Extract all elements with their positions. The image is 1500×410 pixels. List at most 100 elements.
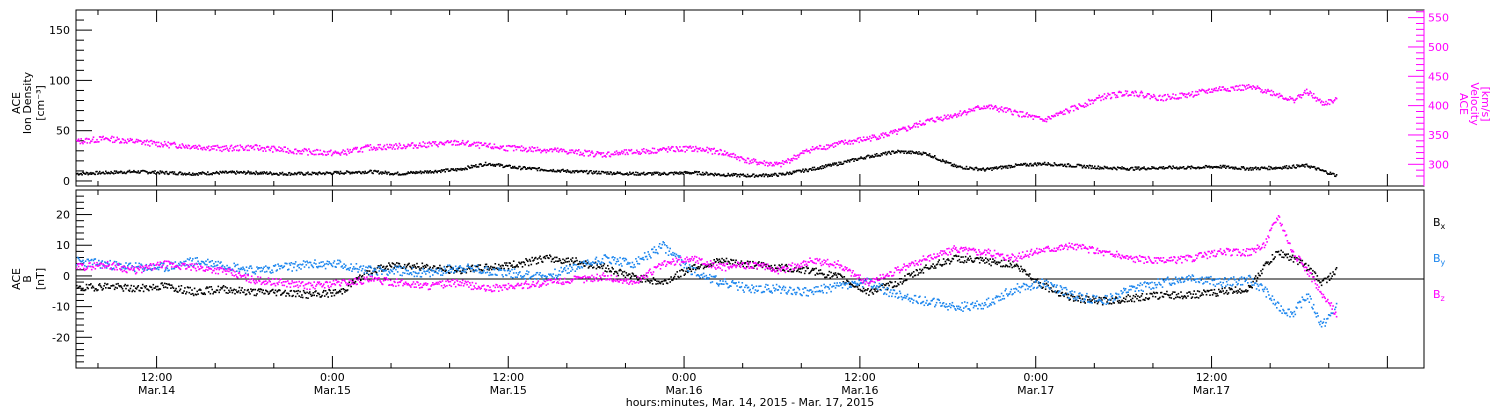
- density-point: [825, 165, 828, 168]
- velocity-point: [650, 152, 652, 155]
- velocity-point: [695, 147, 698, 150]
- by-point: [109, 259, 111, 262]
- bx-point: [1070, 294, 1072, 297]
- density-point: [201, 171, 204, 173]
- bx-point: [1007, 265, 1009, 268]
- velocity-point: [602, 152, 605, 154]
- velocity-point: [1166, 98, 1168, 100]
- velocity-point: [1174, 97, 1176, 100]
- density-point: [767, 175, 769, 178]
- by-point: [126, 267, 128, 270]
- density-point: [767, 174, 770, 176]
- by-point: [204, 263, 206, 266]
- velocity-point: [308, 148, 310, 150]
- density-point: [799, 169, 802, 172]
- density-point: [846, 161, 848, 163]
- velocity-point: [852, 142, 854, 145]
- bx-point: [517, 266, 519, 268]
- velocity-point: [1121, 95, 1123, 97]
- density-point: [1007, 164, 1010, 167]
- bx-point: [771, 267, 773, 269]
- density-point: [647, 172, 649, 174]
- bx-point: [1139, 299, 1142, 302]
- velocity-point: [163, 140, 166, 143]
- density-point: [518, 165, 520, 168]
- density-point: [504, 165, 506, 168]
- by-point: [430, 268, 432, 271]
- velocity-point: [340, 152, 343, 154]
- bx-point: [170, 287, 172, 289]
- bx-point: [1086, 295, 1088, 298]
- density-point: [1026, 163, 1028, 166]
- density-point: [905, 152, 908, 155]
- density-point: [214, 172, 216, 175]
- velocity-point: [755, 161, 758, 163]
- density-point: [1254, 167, 1256, 169]
- velocity-point: [536, 146, 539, 149]
- velocity-point: [1335, 97, 1338, 100]
- velocity-point: [811, 146, 814, 148]
- bx-point: [410, 266, 412, 269]
- density-point: [896, 151, 898, 154]
- by-point: [163, 270, 166, 273]
- density-point: [966, 168, 969, 170]
- bx-point: [834, 272, 837, 274]
- density-point: [1065, 165, 1068, 168]
- velocity-point: [188, 145, 191, 147]
- bx-point: [896, 285, 898, 287]
- by-point: [100, 261, 103, 264]
- bx-point: [1276, 251, 1278, 253]
- density-point: [621, 173, 624, 176]
- bx-point: [1115, 296, 1117, 298]
- velocity-point: [754, 158, 757, 161]
- density-point: [397, 174, 400, 176]
- bx-point: [352, 281, 355, 284]
- velocity-point: [928, 120, 931, 122]
- bx-point: [872, 293, 875, 295]
- velocity-point: [1229, 90, 1231, 92]
- density-point: [872, 156, 875, 158]
- density-point: [834, 163, 837, 165]
- density-point: [909, 150, 911, 153]
- density-point: [400, 173, 402, 176]
- density-point: [963, 167, 965, 170]
- bx-point: [964, 255, 967, 258]
- velocity-point: [182, 144, 184, 147]
- bx-point: [869, 290, 871, 293]
- bx-point: [361, 275, 364, 277]
- velocity-point: [1265, 92, 1268, 94]
- density-point: [593, 172, 596, 174]
- bx-point: [1116, 297, 1118, 299]
- density-point: [1335, 174, 1338, 176]
- bx-point: [718, 258, 721, 261]
- velocity-point: [943, 114, 946, 117]
- by-point: [440, 274, 442, 276]
- velocity-point: [713, 147, 715, 150]
- density-point: [413, 172, 416, 174]
- bx-point: [1192, 293, 1195, 295]
- bx-point: [995, 261, 998, 263]
- bx-point: [807, 267, 809, 269]
- by-point: [323, 264, 325, 267]
- velocity-point: [303, 147, 306, 150]
- bx-point: [1123, 301, 1126, 303]
- bx-point: [1225, 289, 1228, 292]
- velocity-point: [133, 141, 135, 144]
- bx-point: [970, 257, 972, 260]
- bx-point: [200, 292, 203, 294]
- by-point: [464, 271, 467, 273]
- by-point: [170, 268, 173, 270]
- density-point: [556, 170, 558, 173]
- velocity-point: [1176, 97, 1179, 99]
- bx-point: [854, 286, 856, 288]
- density-point: [1235, 167, 1238, 170]
- density-point: [838, 161, 840, 164]
- velocity-point: [109, 140, 111, 142]
- density-point: [156, 171, 159, 173]
- bx-point: [865, 292, 868, 295]
- density-point: [502, 166, 504, 169]
- velocity-point: [509, 145, 511, 148]
- velocity-point: [163, 144, 165, 146]
- density-point: [606, 173, 608, 175]
- density-point: [700, 173, 702, 176]
